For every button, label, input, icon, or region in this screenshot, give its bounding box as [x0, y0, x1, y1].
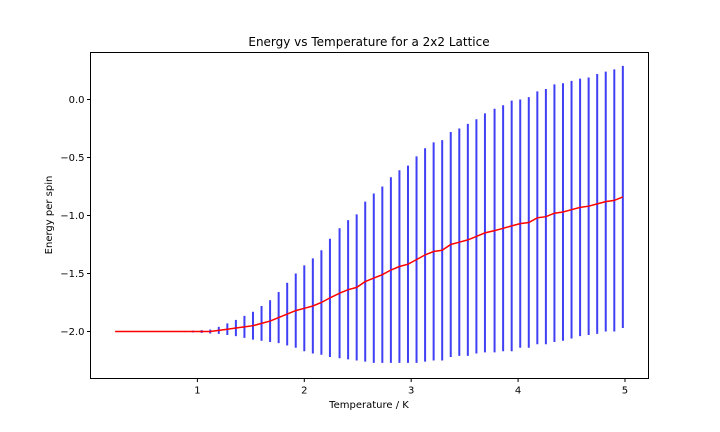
- chart-title: Energy vs Temperature for a 2x2 Lattice: [248, 35, 489, 49]
- x-tick-label: 5: [622, 386, 628, 397]
- x-tick-label: 1: [194, 386, 200, 397]
- x-axis-label: Temperature / K: [328, 400, 409, 411]
- x-tick-label: 2: [301, 386, 307, 397]
- x-axis: 1 2 3 4 5: [194, 378, 628, 397]
- y-tick-label: −1.0: [60, 211, 84, 222]
- y-tick-label: −0.5: [60, 153, 84, 164]
- x-tick-label: 3: [408, 386, 414, 397]
- y-axis-label: Energy per spin: [44, 176, 55, 255]
- y-tick-label: −1.5: [60, 269, 84, 280]
- series-line-mean-energy: [115, 196, 624, 333]
- y-tick-label: −2.0: [60, 327, 84, 338]
- y-axis: 0.0 −0.5 −1.0 −1.5 −2.0: [60, 95, 91, 338]
- y-tick-label: 0.0: [69, 95, 85, 106]
- x-tick-label: 4: [515, 386, 521, 397]
